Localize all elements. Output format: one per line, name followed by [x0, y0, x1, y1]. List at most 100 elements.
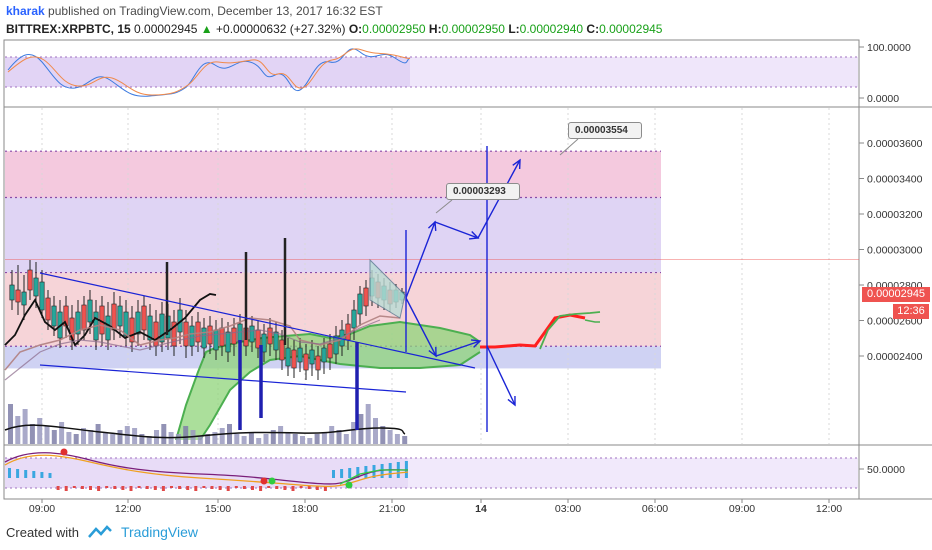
- arrow-head: [470, 339, 482, 348]
- callout-leader: [435, 199, 453, 214]
- volume-ma-line: [4, 424, 406, 439]
- lower-band-ext: [408, 458, 858, 488]
- lower-histogram-bar: [32, 471, 36, 478]
- bull-flag: [369, 258, 406, 319]
- osc-band-ext: [410, 57, 858, 87]
- lower-indicator-panel: [4, 448, 858, 491]
- candle-down: [363, 287, 369, 307]
- volume-bar: [8, 404, 13, 444]
- volume-bar: [183, 426, 189, 444]
- volume-bar: [329, 426, 335, 444]
- lower-histogram-bar: [16, 469, 20, 478]
- lower-histogram-bar: [8, 468, 11, 478]
- lower-histogram-bar: [267, 486, 271, 488]
- zone-pink: [5, 151, 661, 198]
- lower-histogram-bar: [307, 486, 311, 489]
- volume-bar: [205, 434, 211, 444]
- projection-green-line: [539, 311, 601, 350]
- tradingview-logo-icon: [88, 525, 112, 538]
- volume-bar: [314, 434, 320, 444]
- candle-down: [267, 327, 273, 345]
- time-tick-label: 15:00: [205, 503, 231, 515]
- candle-down: [129, 317, 135, 343]
- open-label: O:: [348, 22, 363, 36]
- volume-bar: [373, 418, 378, 444]
- candle-up: [75, 311, 81, 335]
- lower-histogram-bar: [234, 486, 238, 488]
- target-callout-1[interactable]: 0.00003554: [568, 122, 642, 139]
- candle-up: [261, 333, 267, 353]
- lower-histogram-bar: [332, 470, 335, 478]
- arrow-head: [428, 346, 437, 358]
- price-tick-label: 0.00003000: [867, 245, 923, 257]
- time-tick-label: 03:00: [555, 503, 581, 515]
- candle-up: [117, 305, 123, 327]
- symbol-label[interactable]: BITTREX:XRPBTC, 15: [6, 22, 131, 36]
- volume-bar: [402, 436, 408, 444]
- author-name[interactable]: kharak: [6, 4, 45, 18]
- volume-bars: [4, 404, 408, 444]
- signal-dot-red: [260, 477, 268, 485]
- lower-histogram-bar: [145, 486, 149, 489]
- price-tick-label: 0.00003600: [867, 138, 923, 150]
- lower-histogram-bar: [170, 486, 173, 488]
- candle-up: [123, 311, 129, 337]
- lower-histogram-bar: [291, 486, 295, 491]
- osc-d-line: [7, 48, 411, 96]
- volume-bar: [197, 436, 203, 444]
- lower-histogram-bar: [161, 486, 165, 491]
- kijun-line: [4, 315, 401, 371]
- volume-bar: [66, 432, 72, 444]
- lower-histogram-bar: [56, 486, 60, 490]
- lower-histogram-bar: [113, 486, 117, 489]
- candle-down: [315, 355, 321, 371]
- volume-bar: [394, 434, 400, 444]
- lower-histogram-bar: [153, 486, 157, 490]
- time-tick-label: 14: [475, 503, 487, 515]
- candle-down: [81, 304, 87, 331]
- candle-up: [249, 325, 255, 343]
- lower-histogram-bar: [210, 486, 214, 489]
- volume-bar: [387, 430, 393, 444]
- candle-up: [87, 299, 93, 323]
- target-callout-2[interactable]: 0.00003293: [446, 183, 520, 200]
- candle-down: [153, 321, 159, 347]
- candle-up: [135, 311, 141, 335]
- high-label: H:: [428, 22, 442, 36]
- low-value: 0.00002940: [519, 22, 584, 36]
- countdown-tag: 12:36: [893, 304, 929, 319]
- candle-down: [45, 297, 51, 321]
- volume-bar: [15, 416, 21, 444]
- bearish-projection: [486, 345, 516, 406]
- candle-up: [273, 331, 279, 351]
- volume-bar: [139, 434, 145, 444]
- osc-tick-label: 0.0000: [867, 93, 899, 105]
- lower-histogram-bar: [186, 486, 190, 490]
- panel-frame: [3, 39, 932, 500]
- lower-histogram-bar: [80, 486, 84, 489]
- candle-down: [291, 349, 297, 369]
- volume-bar: [59, 422, 65, 444]
- time-tick-label: 09:00: [729, 503, 755, 515]
- lower-histogram-bar: [315, 486, 319, 490]
- candle-down: [279, 339, 285, 361]
- time-axis[interactable]: 09:00 12:00 15:00 18:00 21:00 14 03:00 06:00 09:…: [29, 499, 842, 515]
- candle-down: [27, 269, 33, 291]
- tradingview-brand[interactable]: TradingView: [120, 524, 199, 540]
- osc-band: [5, 57, 410, 87]
- volume-bar: [117, 430, 123, 444]
- price-tick-label: 0.00002400: [867, 351, 923, 363]
- lower-line-green: [339, 469, 408, 485]
- volume-bar: [146, 436, 152, 444]
- arrow-head: [512, 158, 521, 170]
- lower-histogram-bar: [259, 486, 263, 491]
- volume-bar: [256, 438, 262, 444]
- volume-bar: [278, 426, 284, 444]
- lower-histogram-bar: [24, 470, 28, 478]
- price-axis[interactable]: 0.00003600 0.00003400 0.00003200 0.00003000…: [859, 42, 923, 476]
- candle-down: [231, 327, 237, 345]
- lower-histogram-bar: [72, 486, 76, 488]
- callout-leader: [559, 138, 579, 156]
- candle-down: [15, 289, 21, 303]
